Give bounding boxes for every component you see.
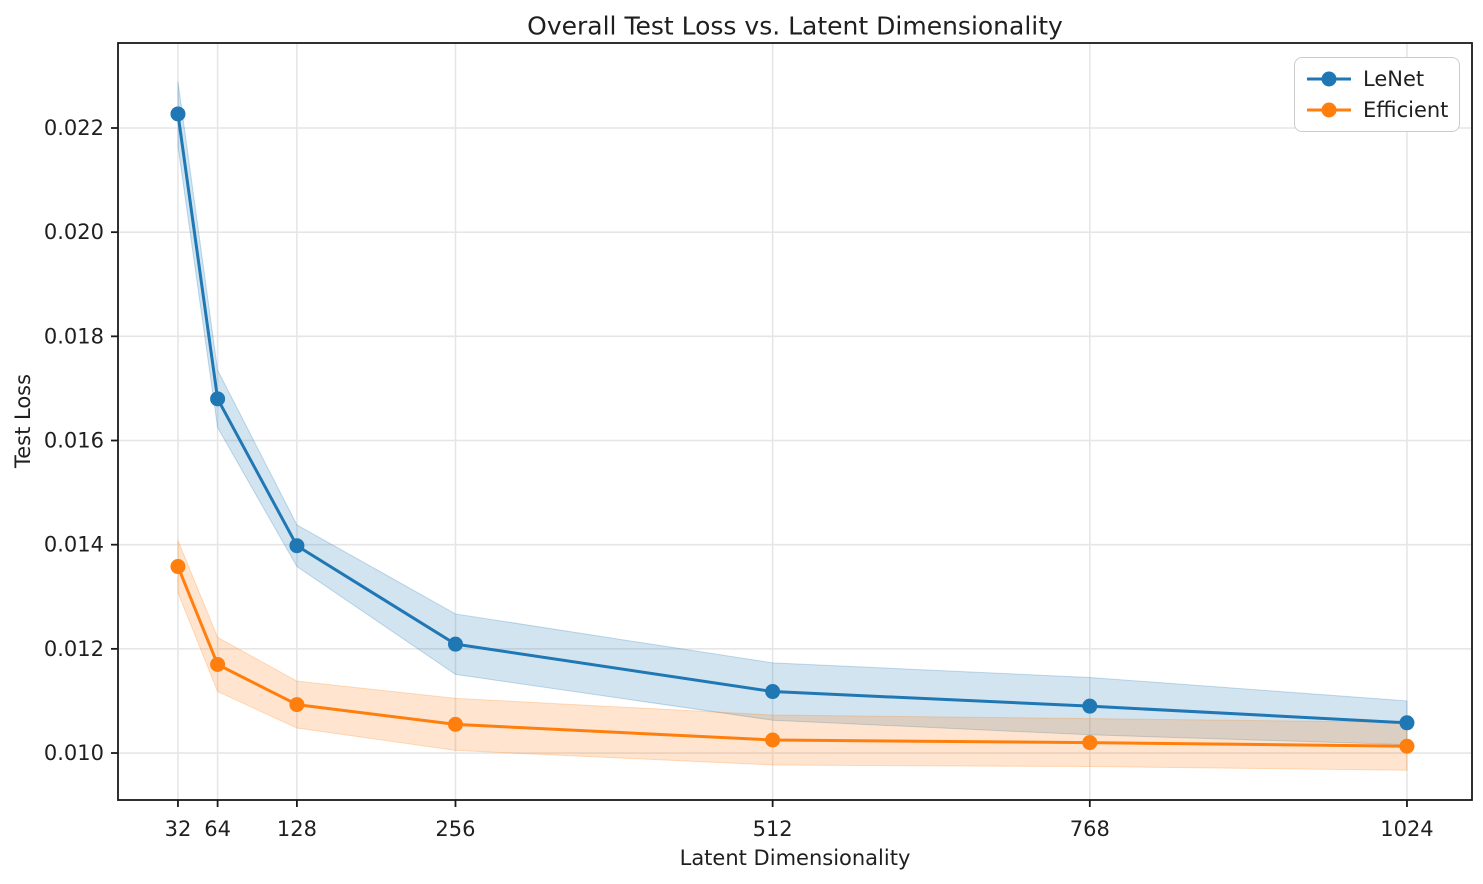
- y-tick-label: 0.010: [44, 741, 104, 765]
- data-point-efficient: [210, 656, 226, 672]
- x-axis-label: Latent Dimensionality: [679, 846, 911, 870]
- chart-title: Overall Test Loss vs. Latent Dimensional…: [527, 11, 1063, 41]
- x-tick-label: 768: [1070, 817, 1110, 841]
- legend-entry-efficient: Efficient: [1305, 96, 1449, 124]
- data-point-lenet: [765, 684, 781, 700]
- x-tick-label: 32: [165, 817, 192, 841]
- data-point-efficient: [289, 697, 305, 713]
- y-tick-label: 0.014: [44, 533, 104, 557]
- data-point-lenet: [1399, 715, 1415, 731]
- x-tick-label: 256: [435, 817, 475, 841]
- data-point-lenet: [210, 391, 226, 407]
- data-point-efficient: [765, 732, 781, 748]
- x-tick-label: 512: [753, 817, 793, 841]
- series-line-lenet: [176, 112, 1409, 725]
- legend-label-lenet: LeNet: [1363, 67, 1425, 91]
- std-band-lenet: [177, 81, 1408, 746]
- x-tick-label: 1024: [1380, 817, 1433, 841]
- y-tick-label: 0.022: [44, 116, 104, 140]
- x-tick-label: 128: [277, 817, 317, 841]
- data-point-lenet: [1082, 698, 1098, 714]
- data-point-lenet: [447, 636, 463, 652]
- y-tick-label: 0.018: [44, 324, 104, 348]
- legend-label-efficient: Efficient: [1363, 98, 1449, 122]
- data-point-efficient: [1082, 735, 1098, 751]
- data-point-efficient: [170, 559, 186, 575]
- y-axis-label: Test Loss: [11, 373, 35, 469]
- data-point-lenet: [289, 538, 305, 554]
- plot-border: [117, 42, 1473, 801]
- legend-line-sample-efficient: [1307, 102, 1351, 118]
- std-band-efficient: [177, 540, 1408, 771]
- legend-sample-marker: [1321, 71, 1337, 87]
- data-point-efficient: [447, 716, 463, 732]
- data-point-efficient: [1399, 738, 1415, 754]
- x-tick-label: 64: [204, 817, 231, 841]
- y-tick-label: 0.020: [44, 220, 104, 244]
- legend: LeNet Efficient: [1294, 57, 1460, 132]
- y-tick-label: 0.016: [44, 429, 104, 453]
- legend-sample-marker: [1321, 102, 1337, 118]
- legend-line-sample-lenet: [1307, 71, 1351, 87]
- data-point-lenet: [170, 106, 186, 122]
- legend-entry-lenet: LeNet: [1305, 65, 1449, 93]
- y-tick-label: 0.012: [44, 637, 104, 661]
